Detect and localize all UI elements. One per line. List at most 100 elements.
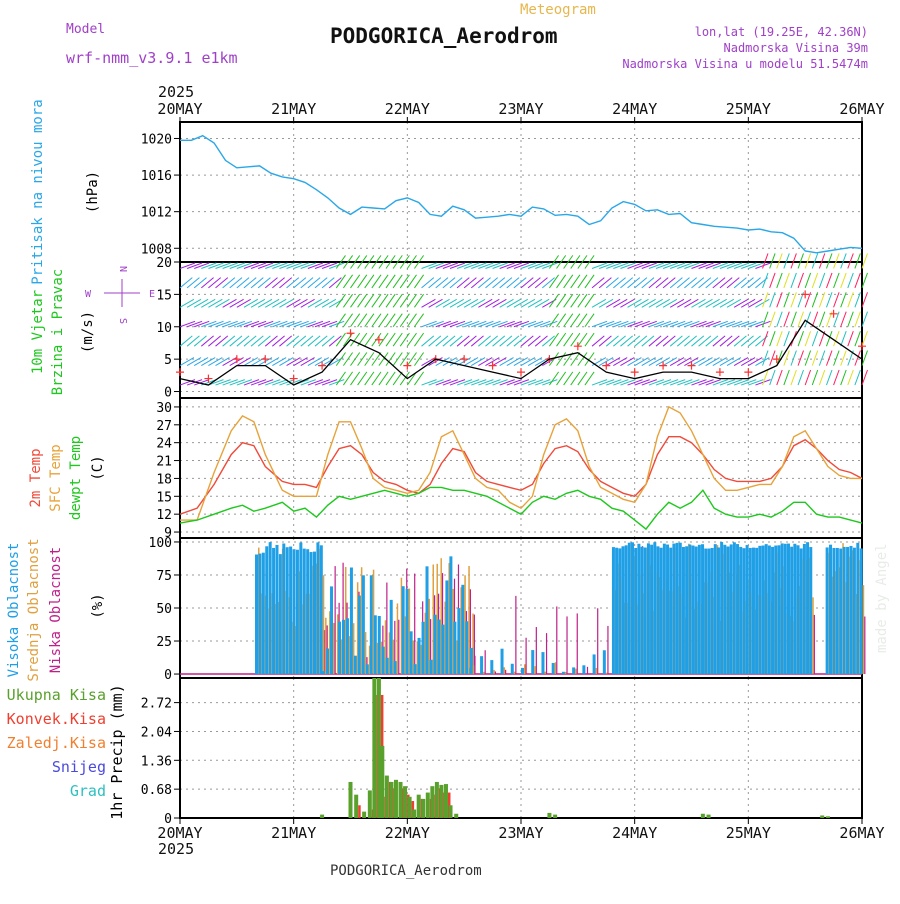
wind-barb <box>691 277 705 289</box>
wind-barb <box>755 357 770 367</box>
cloud-bar-mid <box>436 563 438 675</box>
wind-barb <box>243 335 257 347</box>
wind-barb <box>854 253 861 269</box>
wind-barb <box>250 379 267 386</box>
wind-gust-marker <box>318 361 327 370</box>
wind-barb <box>684 320 700 328</box>
wind-barb <box>286 262 302 269</box>
cloud-bar-mid <box>384 620 387 675</box>
wind-barb <box>243 277 257 289</box>
wind-barb <box>769 292 776 308</box>
wind-barb <box>641 298 656 308</box>
precip-legend-item: Ukupna Kisa <box>7 686 106 704</box>
wind-barb <box>314 379 331 386</box>
wind-barb <box>321 277 335 289</box>
cloud-bar-low <box>441 573 444 675</box>
wind-barb <box>726 262 743 269</box>
cloud-bar-mid <box>513 671 516 675</box>
cloud-bar-high <box>646 543 650 675</box>
wind-barb <box>854 292 861 308</box>
wind-barb <box>698 320 714 328</box>
cloud-bar-high <box>429 659 433 675</box>
wind-barb <box>712 320 728 328</box>
wind-barb <box>371 313 382 328</box>
wind-gust-marker <box>460 355 469 364</box>
wind-barb <box>321 262 338 269</box>
cloud-bar-high <box>786 543 790 675</box>
cloud-bar-high <box>809 547 813 675</box>
wind-barb <box>655 298 671 308</box>
cloud-bar-high <box>681 546 685 675</box>
wind-barb <box>520 357 536 367</box>
cloud-bar-low <box>566 616 568 675</box>
wind-barb <box>272 335 285 347</box>
credit-text: made by Angel <box>874 543 890 653</box>
wind-barb <box>392 274 403 289</box>
wind-barb <box>314 357 330 367</box>
precip-legend-item: Snijeg <box>52 758 106 776</box>
wind-barb <box>783 331 790 347</box>
wind-barb <box>691 298 706 308</box>
wind-barb <box>684 277 698 289</box>
wind-barb <box>733 379 750 386</box>
wind-barb <box>620 320 636 328</box>
model-label: Model <box>66 22 105 37</box>
wind-barb <box>449 320 466 328</box>
wind-barb <box>854 331 861 347</box>
wind-barb <box>740 335 754 347</box>
wind-barb <box>726 335 740 347</box>
wind-barb <box>428 335 442 347</box>
wind-barb <box>506 320 522 328</box>
wind-gust-marker <box>204 374 213 383</box>
wind-barb <box>762 369 769 386</box>
wind-barb <box>748 277 761 289</box>
wind-barb <box>634 298 649 308</box>
wind-barb <box>556 332 567 347</box>
wind-barb <box>335 371 346 386</box>
wind-barb <box>350 371 361 386</box>
wind-barb <box>264 277 278 289</box>
wind-barb <box>847 272 854 289</box>
precip-bar-total <box>706 814 711 818</box>
cloud-bar-high <box>312 551 316 675</box>
cloud-bar-high <box>732 542 736 675</box>
cloud-bar-high <box>672 543 676 675</box>
cloud-bar-high <box>292 549 296 675</box>
wind-barb <box>811 272 819 289</box>
cloud-bar-high <box>531 650 535 675</box>
cloud-bar-high <box>421 621 425 675</box>
wind-barb <box>243 357 259 367</box>
wind-barb <box>804 350 812 366</box>
wind-barb <box>691 262 707 269</box>
wind-barb <box>378 293 389 308</box>
wind-barb <box>662 262 679 269</box>
wind-barb <box>542 320 558 328</box>
wind-barb <box>286 277 300 289</box>
wind-barb <box>357 352 368 366</box>
wind-barb <box>435 262 451 269</box>
cloud-bar-high <box>758 545 762 675</box>
wind-barb <box>861 292 868 308</box>
wind-barb <box>293 298 308 308</box>
wind-barb <box>634 320 650 328</box>
model-name: wrf-nmm_v3.9.1 e1km <box>66 49 238 67</box>
wind-barb <box>662 320 679 328</box>
cloud-bar-high <box>694 546 698 675</box>
wind-barb <box>286 335 300 347</box>
wind-barb <box>222 262 238 269</box>
cloud-bar-mid <box>564 671 567 675</box>
cloud-bar-mid <box>400 577 403 675</box>
wind-barb <box>790 369 797 386</box>
temp-ylabel-sfc: SFC Temp <box>48 444 64 511</box>
wind-barb <box>549 352 560 366</box>
wind-barb <box>499 320 515 328</box>
cloud-bar-high <box>322 671 326 675</box>
cloud-bar-high <box>856 542 860 675</box>
wind-barb <box>712 298 727 308</box>
wind-barb <box>598 262 615 269</box>
cloud-bar-high <box>401 586 405 675</box>
y-tick-label: 0 <box>164 668 172 683</box>
temp-ylabel-2m: 2m Temp <box>28 448 44 507</box>
wind-barb <box>186 320 203 328</box>
cloud-bar-high <box>704 548 708 675</box>
